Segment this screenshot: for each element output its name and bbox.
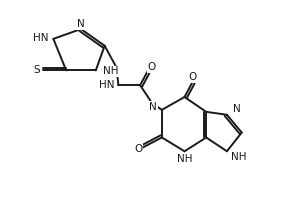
Text: O: O	[188, 72, 196, 82]
Text: O: O	[148, 62, 156, 72]
Text: S: S	[33, 65, 40, 75]
Text: NH: NH	[231, 152, 246, 162]
Text: HN: HN	[99, 80, 115, 90]
Text: NH: NH	[103, 66, 118, 76]
Text: O: O	[134, 144, 142, 154]
Text: NH: NH	[177, 154, 192, 164]
Text: N: N	[77, 19, 85, 29]
Text: N: N	[233, 104, 241, 114]
Text: N: N	[149, 102, 157, 112]
Text: HN: HN	[33, 33, 48, 43]
